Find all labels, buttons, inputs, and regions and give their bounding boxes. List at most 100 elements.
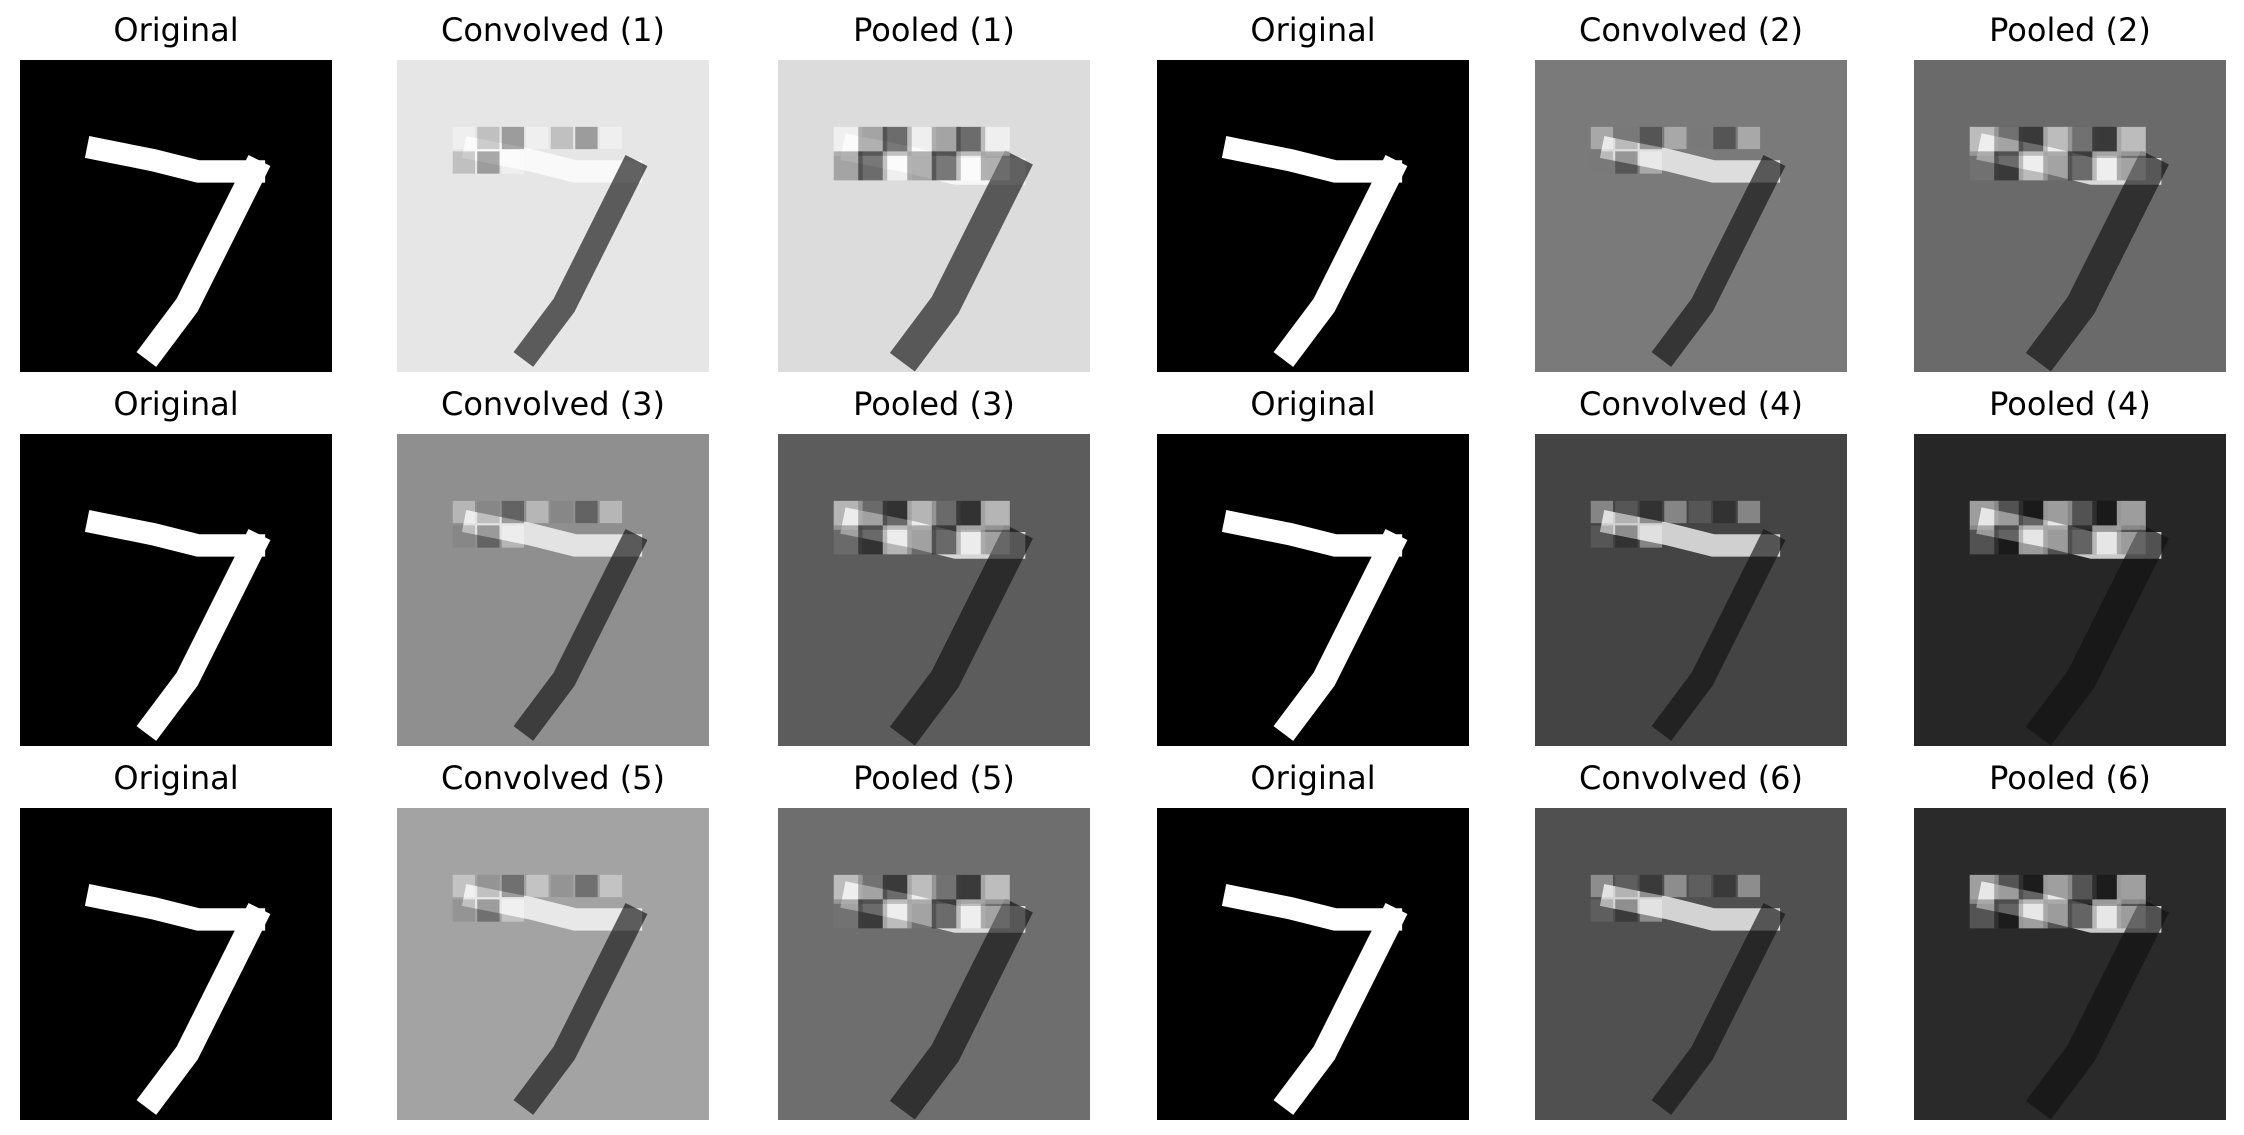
feature-block [477,525,499,547]
panel-title: Pooled (2) [1914,10,2226,50]
feature-block [502,151,524,173]
digit-7-original [1157,60,1469,372]
feature-texture [834,127,1010,180]
feature-block [600,501,622,523]
digit-7-pooled-map [1914,808,2226,1120]
feature-block [1591,127,1613,149]
feature-block [453,151,475,173]
feature-block [1591,501,1613,523]
feature-block [1640,875,1662,897]
panel-title: Convolved (1) [397,10,709,50]
feature-block [502,501,524,523]
panel-title: Pooled (4) [1914,384,2226,424]
feature-block [477,151,499,173]
feature-block [1591,899,1613,921]
feature-block [2117,899,2146,928]
feature-block [1738,127,1760,149]
feature-block [1615,127,1637,149]
feature-texture [834,501,1010,554]
panel-title: Original [1157,758,1469,798]
feature-block [1640,525,1662,547]
feature-block [551,127,573,149]
digit-7-feature-map [397,434,709,746]
feature-block [526,127,548,149]
feature-block [575,127,597,149]
feature-block [981,151,1010,180]
feature-block [453,899,475,921]
feature-block [1713,875,1735,897]
feature-block [1664,875,1686,897]
feature-block [502,127,524,149]
feature-block [551,501,573,523]
panel-title: Original [20,10,332,50]
panel-title: Convolved (3) [397,384,709,424]
feature-block [477,127,499,149]
feature-block [1615,875,1637,897]
feature-block [1615,899,1637,921]
panel-title: Original [1157,384,1469,424]
feature-block [1689,501,1711,523]
feature-block [1640,501,1662,523]
feature-block [502,875,524,897]
feature-block [1640,899,1662,921]
digit-7-pooled-map [1914,60,2226,372]
feature-block [1738,875,1760,897]
feature-block [1664,501,1686,523]
digit-7-pooled-map [1914,434,2226,746]
digit-7-original [20,808,332,1120]
feature-block [453,501,475,523]
digit-7-pooled-map [778,434,1090,746]
feature-texture [834,875,1010,928]
panel-title: Convolved (2) [1535,10,1847,50]
digit-7-feature-map [397,808,709,1120]
feature-block [526,875,548,897]
panel-title: Original [20,384,332,424]
feature-block [453,127,475,149]
panel-title: Original [1157,10,1469,50]
digit-7-pooled-map [778,60,1090,372]
feature-texture [1970,127,2146,180]
feature-block [1615,525,1637,547]
feature-block [1640,127,1662,149]
feature-block [551,875,573,897]
feature-block [1615,501,1637,523]
digit-7-original [1157,808,1469,1120]
panel-title: Pooled (3) [778,384,1090,424]
panel-title: Pooled (1) [778,10,1090,50]
feature-block [1591,875,1613,897]
feature-block [600,127,622,149]
feature-block [502,525,524,547]
feature-block [2117,525,2146,554]
panel-title: Pooled (5) [778,758,1090,798]
feature-block [1713,501,1735,523]
digit-7-feature-map [1535,60,1847,372]
digit-7-original [1157,434,1469,746]
feature-block [575,501,597,523]
feature-block [1591,151,1613,173]
feature-block [981,899,1010,928]
panel-title: Convolved (4) [1535,384,1847,424]
feature-block [600,875,622,897]
feature-block [1664,127,1686,149]
feature-texture [1970,875,2146,928]
feature-block [1689,875,1711,897]
digit-7-feature-map [1535,808,1847,1120]
feature-block [1640,151,1662,173]
panel-title: Convolved (6) [1535,758,1847,798]
feature-block [1713,127,1735,149]
feature-block [981,525,1010,554]
feature-block [453,875,475,897]
feature-block [2117,151,2146,180]
digit-7-feature-map [397,60,709,372]
digit-7-original [20,434,332,746]
feature-block [477,899,499,921]
digit-7-original [20,60,332,372]
feature-block [526,501,548,523]
panel-title: Original [20,758,332,798]
digit-7-feature-map [1535,434,1847,746]
feature-block [1591,525,1613,547]
feature-block [1689,127,1711,149]
feature-block [477,875,499,897]
feature-block [575,875,597,897]
feature-block [1738,501,1760,523]
